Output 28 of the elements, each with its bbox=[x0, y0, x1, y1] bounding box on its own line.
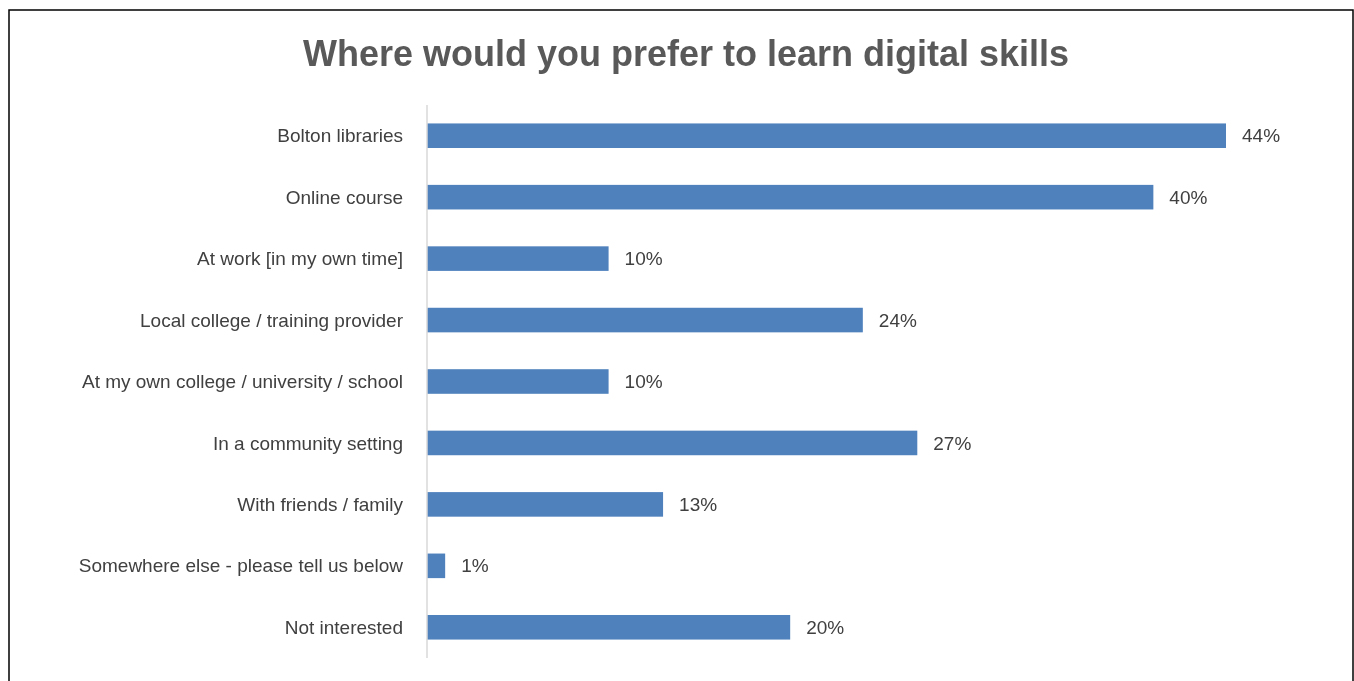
data-label: 13% bbox=[679, 494, 718, 516]
data-label: 27% bbox=[933, 432, 972, 454]
bar bbox=[427, 553, 446, 579]
y-tick-label: With friends / family bbox=[237, 494, 404, 516]
chart-title: Where would you prefer to learn digital skills bbox=[302, 32, 1070, 74]
y-tick-label: Somewhere else - please tell us below bbox=[78, 555, 404, 577]
y-tick-label: Not interested bbox=[284, 616, 403, 638]
y-tick-label: At work [in my own time] bbox=[197, 248, 403, 270]
data-label: 44% bbox=[1242, 125, 1281, 147]
y-tick-label: Local college / training provider bbox=[140, 309, 404, 331]
bar bbox=[427, 246, 609, 271]
y-tick-label: At my own college / university / school bbox=[81, 371, 403, 393]
data-label: 40% bbox=[1169, 186, 1208, 208]
bar bbox=[427, 369, 609, 394]
bar bbox=[427, 614, 791, 640]
bar bbox=[427, 430, 918, 456]
y-tick-label: In a community setting bbox=[212, 432, 403, 454]
data-label: 10% bbox=[624, 248, 663, 270]
data-label: 20% bbox=[806, 616, 845, 638]
bar bbox=[427, 307, 863, 333]
data-label: 1% bbox=[461, 555, 489, 577]
y-tick-label: Bolton libraries bbox=[277, 125, 403, 147]
data-label: 10% bbox=[624, 371, 663, 393]
bar bbox=[427, 123, 1226, 149]
y-tick-label: Online course bbox=[285, 186, 403, 208]
bar bbox=[427, 492, 664, 517]
data-label: 24% bbox=[878, 309, 917, 331]
bar bbox=[427, 184, 1154, 210]
